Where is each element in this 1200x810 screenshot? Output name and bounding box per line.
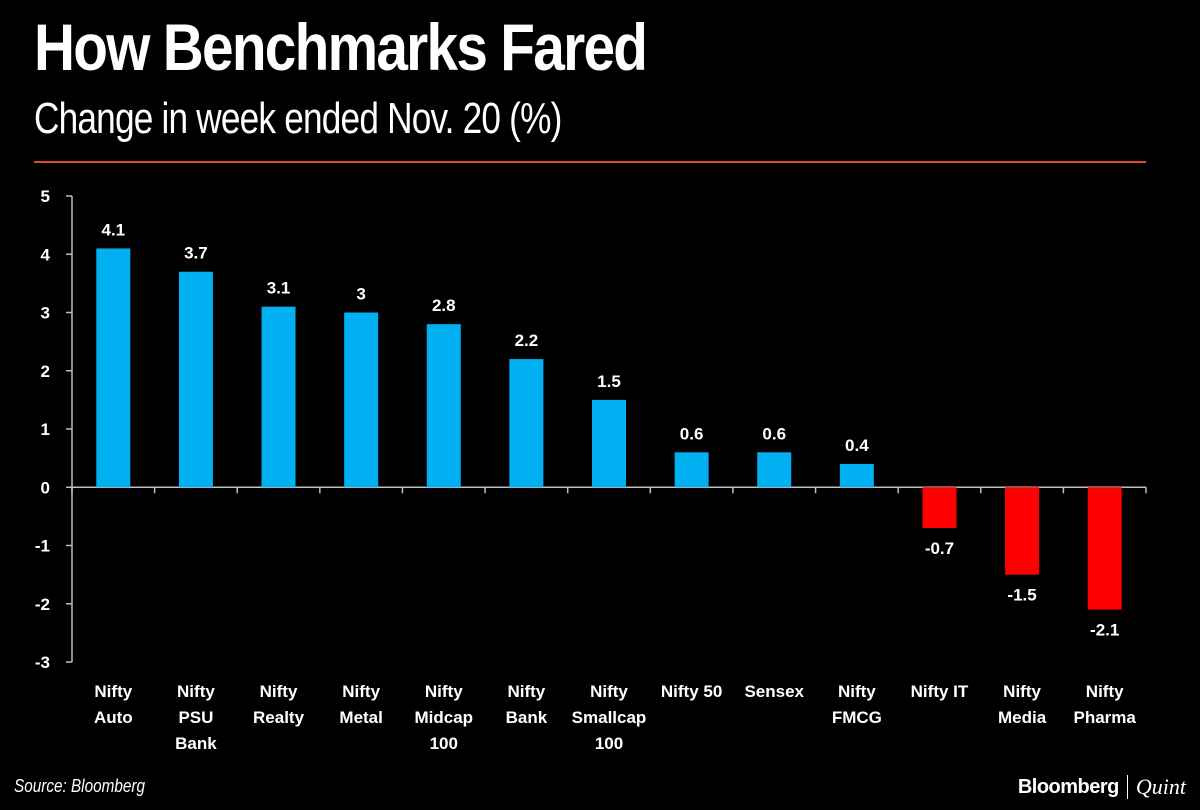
data-label: 2.2: [515, 331, 539, 350]
category-label-line: Nifty: [177, 682, 215, 701]
bar: [261, 306, 296, 488]
category-label: Nifty Bank: [506, 682, 548, 727]
category-label-line: Nifty: [1003, 682, 1041, 701]
category-label-line: Metal: [339, 708, 382, 727]
category-label-line: Nifty: [425, 682, 463, 701]
data-label: -2.1: [1090, 621, 1119, 640]
data-label: 0.6: [762, 424, 786, 443]
data-label: -0.7: [925, 539, 954, 558]
category-label: Nifty PSU Bank: [175, 682, 217, 753]
data-label: 1.5: [597, 372, 621, 391]
data-label: 0.4: [845, 436, 869, 455]
bar: [426, 324, 461, 488]
y-tick-label: 3: [41, 304, 50, 323]
y-tick-label: -1: [35, 537, 50, 556]
brand-subname: Quint: [1135, 774, 1186, 799]
category-label-line: Realty: [253, 708, 305, 727]
category-label-line: Nifty: [1086, 682, 1124, 701]
bar: [1005, 487, 1040, 575]
data-label: 3.7: [184, 244, 208, 263]
data-label: 2.8: [432, 296, 456, 315]
category-label-line: PSU: [178, 708, 213, 727]
bar: [757, 452, 792, 488]
category-label-line: 100: [430, 734, 458, 753]
y-tick-label: 1: [41, 420, 50, 439]
bar: [96, 248, 131, 488]
bar: [922, 487, 957, 529]
category-label: Nifty Smallcap 100: [572, 682, 647, 753]
data-label: 3.1: [267, 279, 291, 298]
category-label-line: Nifty: [590, 682, 628, 701]
y-tick-label: 0: [41, 478, 50, 497]
header-divider: [34, 161, 1146, 163]
data-label: 0.6: [680, 424, 704, 443]
category-label-line: FMCG: [832, 708, 882, 727]
bar: [839, 463, 874, 488]
category-label-line: Auto: [94, 708, 133, 727]
chart-title: How Benchmarks Fared: [34, 10, 648, 84]
category-label: Nifty Metal: [339, 682, 382, 727]
category-label: Nifty 50: [661, 682, 722, 701]
category-label-line: Nifty: [507, 682, 545, 701]
category-label: Sensex: [744, 682, 804, 701]
category-label-line: Media: [998, 708, 1047, 727]
bar: [178, 271, 213, 488]
data-label: 3: [356, 285, 365, 304]
y-tick-label: -2: [35, 595, 50, 614]
data-label: -1.5: [1007, 586, 1036, 605]
brand-separator: [1126, 775, 1128, 799]
category-label-line: Midcap: [414, 708, 473, 727]
category-label: Nifty Auto: [94, 682, 133, 727]
category-label-line: Bank: [175, 734, 217, 753]
category-label-line: Pharma: [1074, 708, 1137, 727]
bar: [592, 399, 626, 488]
category-label-line: Bank: [506, 708, 548, 727]
category-label: Nifty FMCG: [832, 682, 882, 727]
category-label-line: 100: [595, 734, 623, 753]
category-label-line: Sensex: [744, 682, 804, 701]
category-label: Nifty Pharma: [1074, 682, 1137, 727]
bar: [509, 359, 544, 488]
bar: [1087, 487, 1122, 610]
category-label-line: Nifty IT: [911, 682, 969, 701]
category-label-line: Nifty: [838, 682, 876, 701]
category-label: Nifty Midcap 100: [414, 682, 473, 753]
category-label-line: Smallcap: [572, 708, 647, 727]
source-note: Source: Bloomberg: [14, 776, 145, 796]
y-tick-label: -3: [35, 653, 50, 672]
chart-subtitle: Change in week ended Nov. 20 (%): [34, 94, 562, 143]
y-tick-label: 2: [41, 362, 50, 381]
y-tick-label: 4: [41, 245, 51, 264]
brand-logo: Bloomberg Quint: [1018, 774, 1186, 800]
y-tick-label: 5: [41, 187, 50, 206]
data-label: 4.1: [101, 220, 125, 239]
category-label-line: Nifty: [342, 682, 380, 701]
category-label-line: Nifty: [94, 682, 132, 701]
category-label: Nifty IT: [911, 682, 969, 701]
category-label: Nifty Media: [998, 682, 1047, 727]
category-label-line: Nifty: [260, 682, 298, 701]
category-label-line: Nifty 50: [661, 682, 722, 701]
brand-name: Bloomberg: [1017, 775, 1120, 798]
bar: [344, 312, 379, 488]
bar: [674, 452, 709, 488]
category-label: Nifty Realty: [253, 682, 305, 727]
